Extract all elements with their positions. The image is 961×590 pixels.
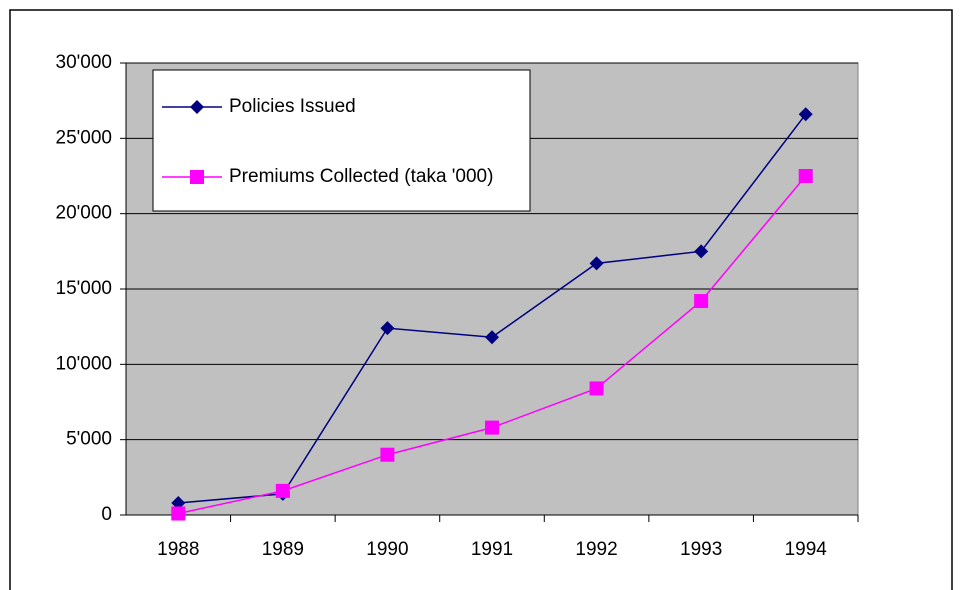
x-tick-label: 1993	[680, 539, 722, 560]
x-tick-label: 1994	[785, 539, 828, 560]
legend-marker	[190, 100, 204, 114]
data-point	[485, 330, 499, 345]
data-point	[694, 244, 709, 259]
data-point	[798, 107, 813, 122]
legend-label: Premiums Collected (taka '000)	[229, 166, 493, 187]
data-point	[589, 381, 604, 396]
data-point	[380, 321, 395, 336]
legend-marker	[190, 170, 204, 184]
y-tick-label: 0	[101, 504, 112, 525]
x-tick-label: 1988	[157, 539, 199, 560]
chart-frame	[9, 9, 953, 590]
data-point	[589, 256, 604, 271]
y-tick-label: 5'000	[66, 429, 112, 450]
data-point	[171, 495, 186, 510]
legend-box	[152, 69, 531, 212]
x-tick-label: 1989	[262, 539, 304, 560]
data-point	[275, 483, 290, 498]
y-tick-label: 25'000	[56, 127, 112, 148]
x-tick-label: 1990	[366, 539, 408, 560]
data-point	[694, 294, 709, 309]
data-point	[380, 447, 395, 462]
data-point	[485, 420, 499, 435]
y-tick-label: 30'000	[56, 52, 112, 73]
x-tick-label: 1992	[575, 539, 617, 560]
data-point	[171, 506, 186, 521]
y-tick-label: 15'000	[56, 278, 112, 299]
y-tick-label: 20'000	[56, 203, 112, 224]
legend-label: Policies Issued	[229, 96, 356, 117]
y-tick-label: 10'000	[56, 353, 112, 374]
data-point	[798, 169, 813, 183]
x-tick-label: 1991	[471, 539, 513, 560]
